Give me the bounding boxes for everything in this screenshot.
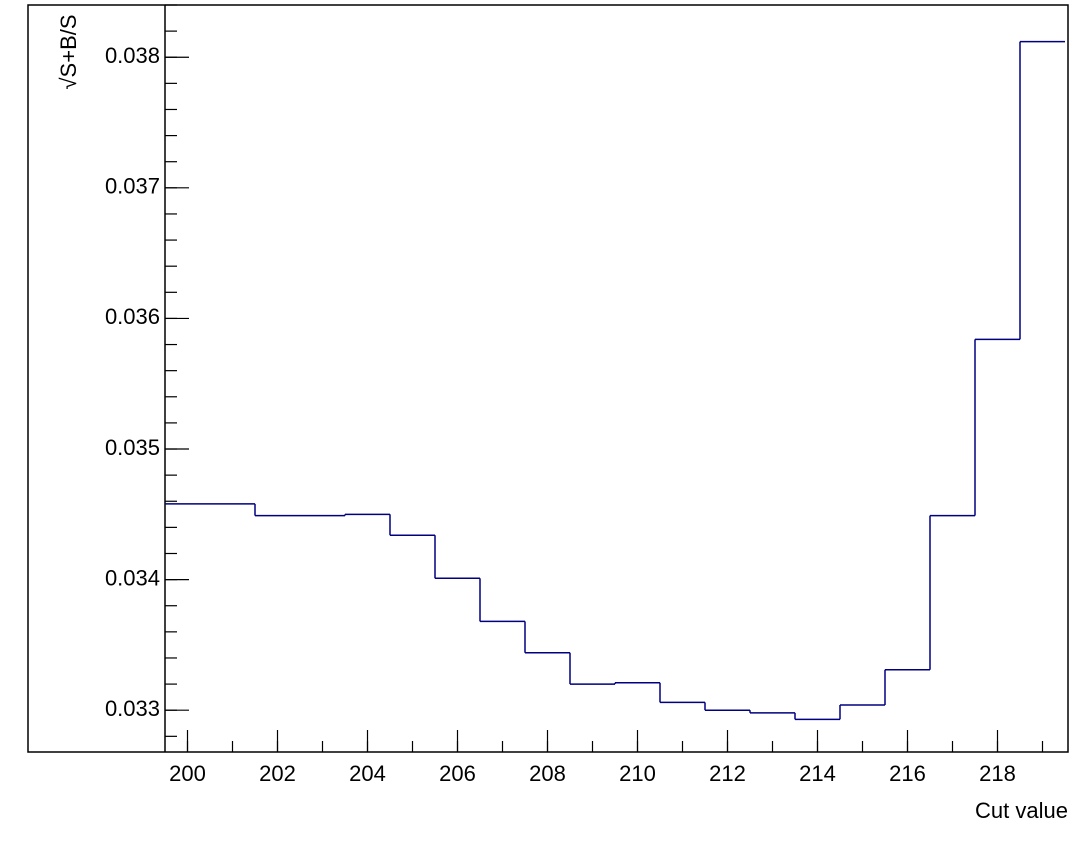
y-tick-label: 0.036 bbox=[105, 304, 160, 329]
x-tick-label: 214 bbox=[799, 761, 836, 786]
x-tick-label: 200 bbox=[169, 761, 206, 786]
x-tick-label: 212 bbox=[709, 761, 746, 786]
y-tick-label: 0.035 bbox=[105, 435, 160, 460]
y-tick-label: 0.034 bbox=[105, 565, 160, 590]
x-tick-label: 208 bbox=[529, 761, 566, 786]
y-axis-title: √S+B/S bbox=[56, 14, 81, 89]
x-tick-label: 218 bbox=[979, 761, 1016, 786]
y-tick-label: 0.038 bbox=[105, 43, 160, 68]
frame bbox=[27, 4, 1069, 753]
y-tick-label: 0.033 bbox=[105, 696, 160, 721]
y-tick-label: 0.037 bbox=[105, 174, 160, 199]
x-tick-label: 202 bbox=[259, 761, 296, 786]
x-tick-label: 206 bbox=[439, 761, 476, 786]
x-tick-label: 204 bbox=[349, 761, 386, 786]
x-axis-title: Cut value bbox=[975, 798, 1068, 823]
x-tick-label: 216 bbox=[889, 761, 926, 786]
x-tick-label: 210 bbox=[619, 761, 656, 786]
